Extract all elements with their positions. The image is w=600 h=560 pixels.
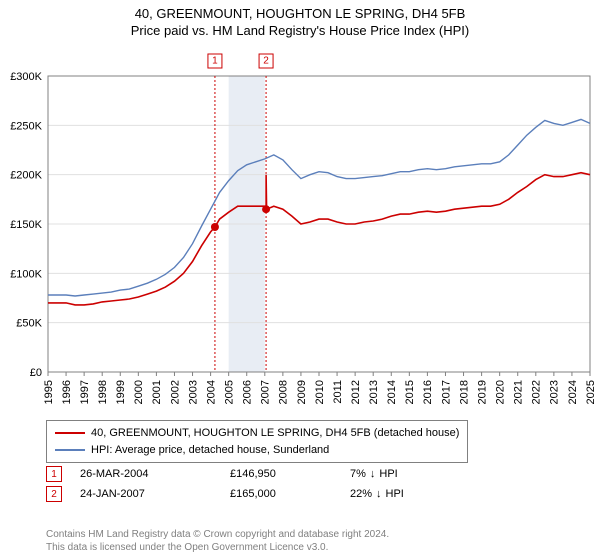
footer-line2: This data is licensed under the Open Gov… [46,541,389,554]
transaction-date: 26-MAR-2004 [80,468,230,480]
svg-text:2019: 2019 [476,380,488,404]
svg-text:2007: 2007 [260,380,272,404]
svg-text:2005: 2005 [224,380,236,404]
transaction-index-box: 2 [46,486,62,502]
svg-text:2018: 2018 [458,380,470,404]
transaction-date: 24-JAN-2007 [80,488,230,500]
svg-text:2014: 2014 [386,380,398,404]
svg-text:2006: 2006 [242,380,254,404]
svg-text:2025: 2025 [585,380,596,404]
legend-row: HPI: Average price, detached house, Sund… [55,442,459,459]
svg-text:1997: 1997 [79,380,91,404]
svg-text:1995: 1995 [43,380,55,404]
svg-text:2008: 2008 [278,380,290,404]
svg-text:2000: 2000 [133,380,145,404]
transactions-table: 1 26-MAR-2004£146,9507%↓HPI 2 24-JAN-2007£1… [46,464,586,504]
svg-text:2021: 2021 [513,380,525,404]
chart-area: £0 £50K £100K £150K £200K £250K £300K 1995 1996 1… [4,46,596,406]
svg-text:2004: 2004 [205,380,217,404]
svg-text:£200K: £200K [10,170,42,182]
svg-text:2001: 2001 [151,380,163,404]
svg-text:£50K: £50K [16,318,42,330]
transaction-row: 1 26-MAR-2004£146,9507%↓HPI [46,464,586,484]
footer-attribution: Contains HM Land Registry data © Crown c… [46,528,389,554]
svg-text:£250K: £250K [10,120,42,132]
transaction-price: £165,000 [230,488,350,500]
svg-text:£150K: £150K [10,219,42,231]
svg-text:2002: 2002 [169,380,181,404]
transaction-delta: 22%↓HPI [350,488,470,500]
chart-title-line1: 40, GREENMOUNT, HOUGHTON LE SPRING, DH4 … [0,6,600,21]
svg-text:2016: 2016 [422,380,434,404]
chart-title-line2: Price paid vs. HM Land Registry's House … [0,23,600,38]
legend-swatch [55,432,85,434]
svg-text:2003: 2003 [187,380,199,404]
svg-text:1999: 1999 [115,380,127,404]
svg-text:2010: 2010 [314,380,326,404]
svg-text:£100K: £100K [10,268,42,280]
transaction-row: 2 24-JAN-2007£165,00022%↓HPI [46,484,586,504]
transaction-index-box: 1 [46,466,62,482]
svg-text:2009: 2009 [296,380,308,404]
svg-text:2: 2 [263,56,269,67]
chart-title-block: 40, GREENMOUNT, HOUGHTON LE SPRING, DH4 … [0,0,600,38]
svg-text:2013: 2013 [368,380,380,404]
legend-label: 40, GREENMOUNT, HOUGHTON LE SPRING, DH4 … [91,425,459,442]
svg-text:1996: 1996 [61,380,73,404]
legend-row: 40, GREENMOUNT, HOUGHTON LE SPRING, DH4 … [55,425,459,442]
down-arrow-icon: ↓ [376,488,382,500]
down-arrow-icon: ↓ [370,468,376,480]
svg-text:£300K: £300K [10,71,42,83]
line-chart-svg: £0 £50K £100K £150K £200K £250K £300K 1995 1996 1… [4,46,596,406]
svg-text:2023: 2023 [549,380,561,404]
svg-text:2011: 2011 [332,380,344,404]
svg-text:1: 1 [212,56,218,67]
svg-text:2024: 2024 [567,380,579,404]
transaction-delta: 7%↓HPI [350,468,470,480]
svg-text:2017: 2017 [440,380,452,404]
legend-swatch [55,449,85,451]
footer-line1: Contains HM Land Registry data © Crown c… [46,528,389,541]
svg-text:£0: £0 [30,367,42,379]
transaction-price: £146,950 [230,468,350,480]
svg-text:1998: 1998 [97,380,109,404]
legend-box: 40, GREENMOUNT, HOUGHTON LE SPRING, DH4 … [46,420,468,463]
svg-text:2012: 2012 [350,380,362,404]
svg-text:2022: 2022 [531,380,543,404]
svg-text:2020: 2020 [495,380,507,404]
legend-label: HPI: Average price, detached house, Sund… [91,442,329,459]
svg-text:2015: 2015 [404,380,416,404]
